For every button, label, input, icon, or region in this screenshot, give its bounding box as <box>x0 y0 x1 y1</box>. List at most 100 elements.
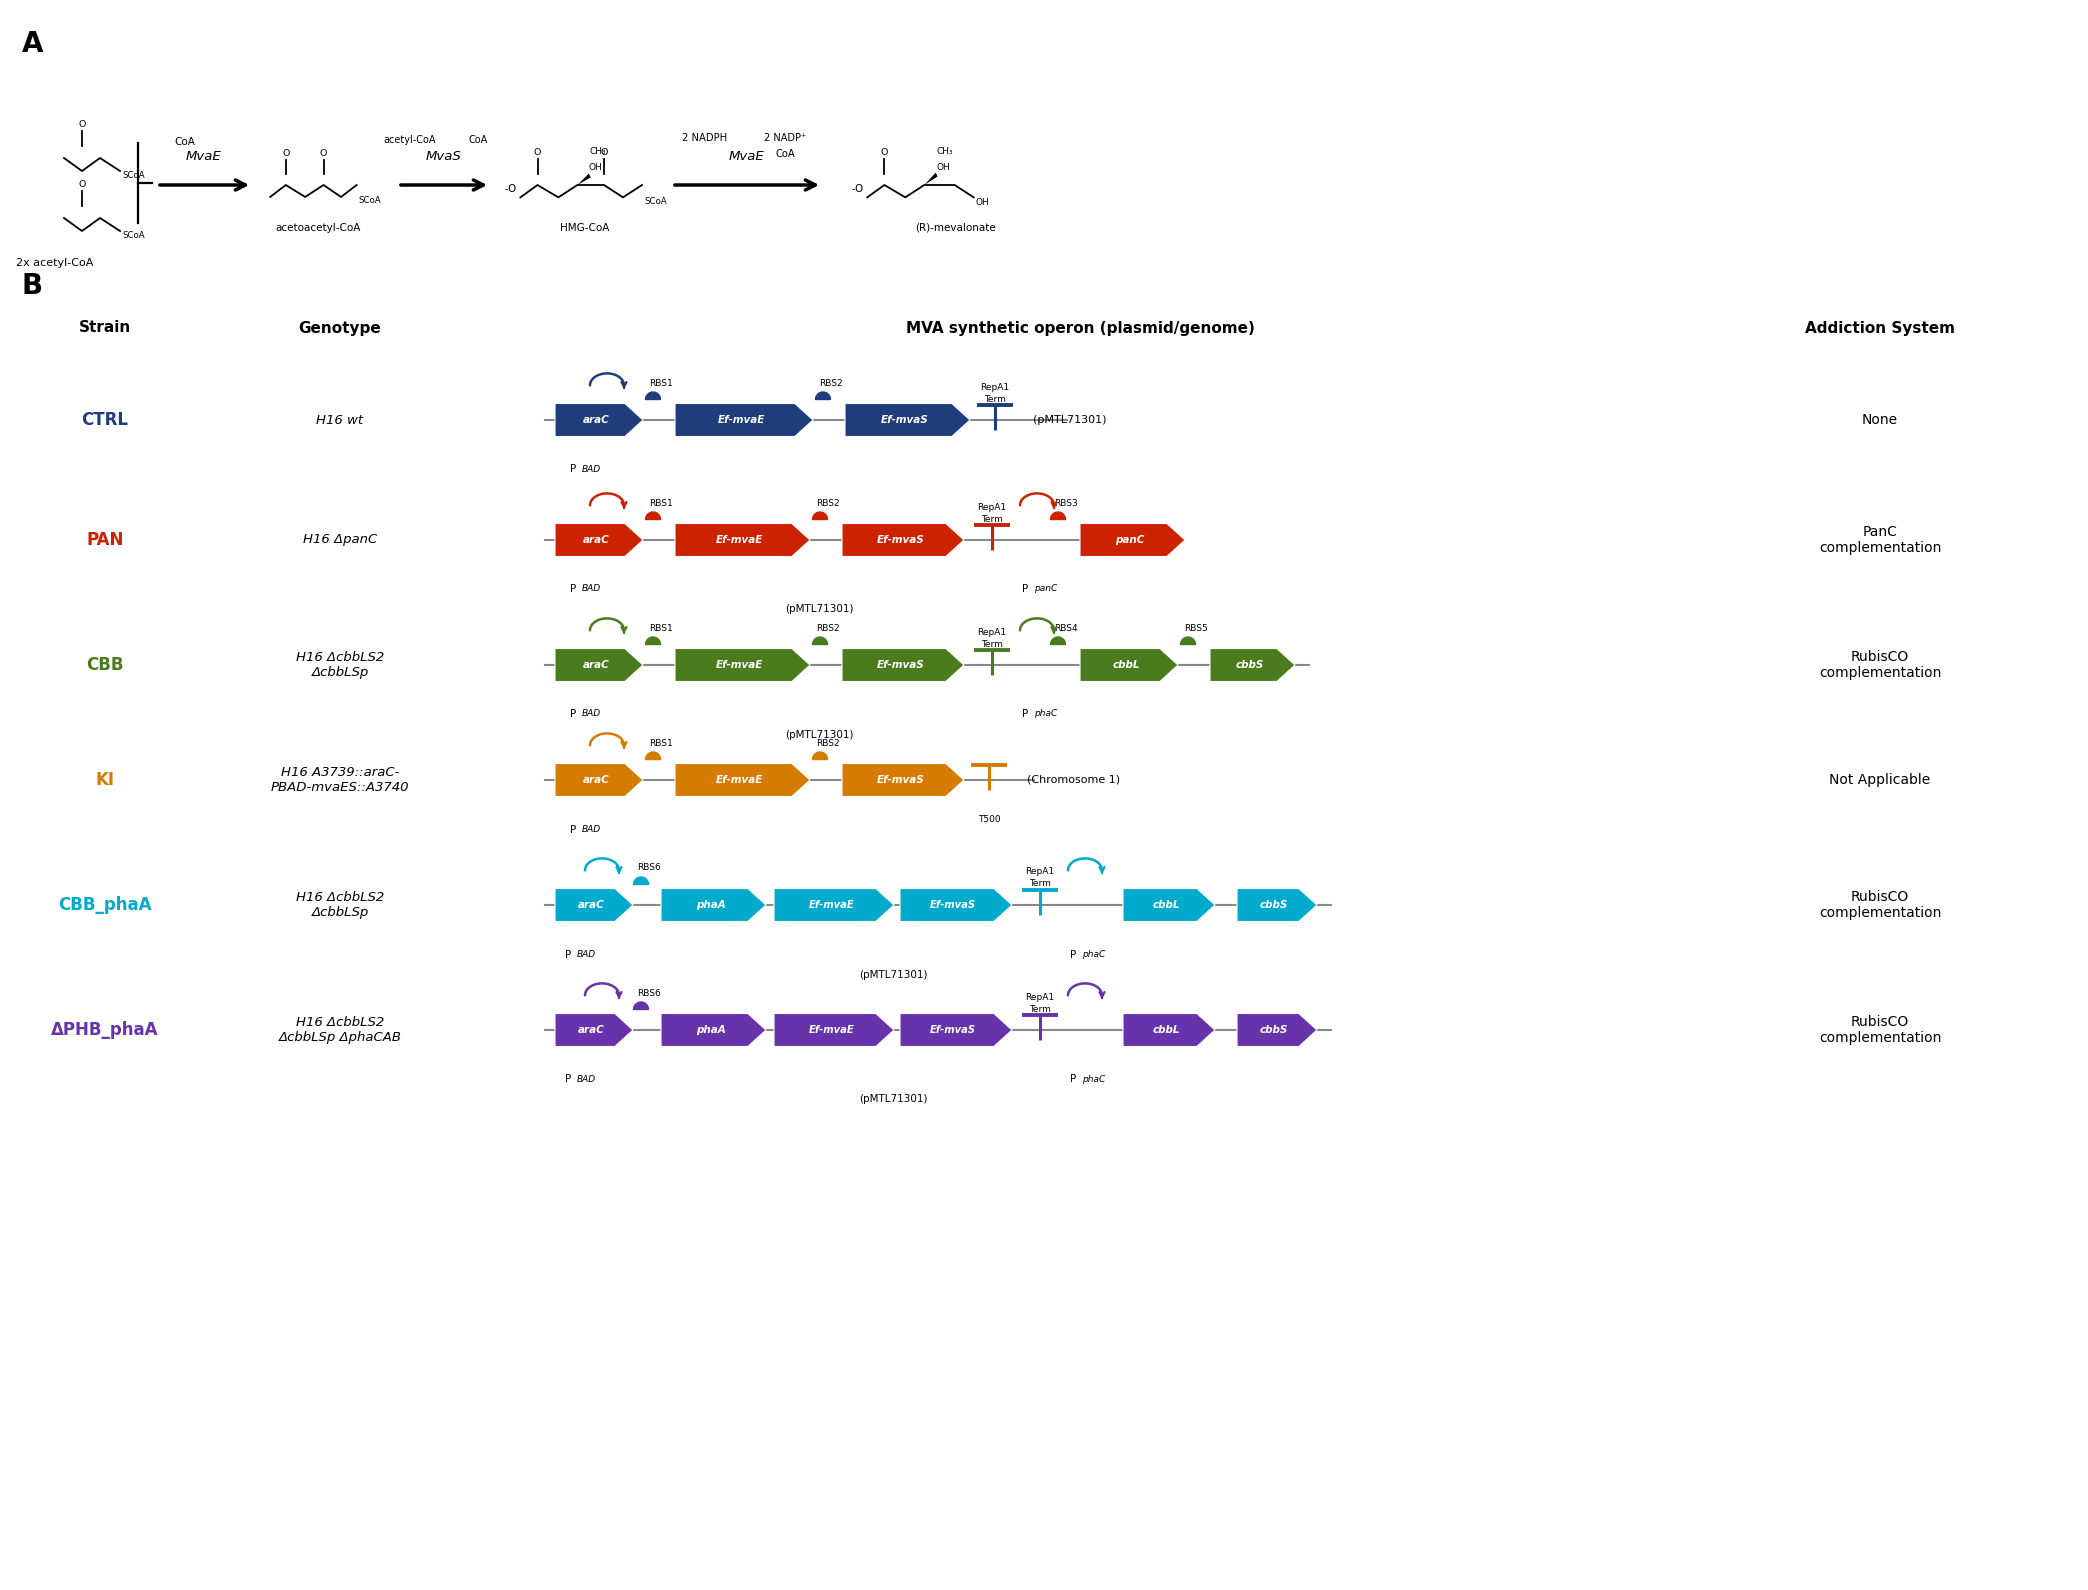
Text: PanC
complementation: PanC complementation <box>1819 525 1942 555</box>
Text: araC: araC <box>583 660 610 669</box>
Text: H16 ΔcbbLS2
ΔcbbLSp: H16 ΔcbbLS2 ΔcbbLSp <box>296 650 384 679</box>
Text: P: P <box>566 949 572 959</box>
Text: RBS6: RBS6 <box>637 863 662 873</box>
Polygon shape <box>555 404 643 437</box>
Text: 2 NADP⁺: 2 NADP⁺ <box>764 134 806 143</box>
Text: B: B <box>23 272 44 301</box>
Text: Ef-mvaE: Ef-mvaE <box>716 774 764 785</box>
Polygon shape <box>1211 649 1295 682</box>
Text: P: P <box>566 1075 572 1084</box>
Text: (R)-mevalonate: (R)-mevalonate <box>915 223 996 234</box>
Polygon shape <box>900 889 1013 922</box>
Polygon shape <box>674 649 810 682</box>
Text: O: O <box>79 119 86 129</box>
Text: RubisCO
complementation: RubisCO complementation <box>1819 650 1942 681</box>
Text: RBS1: RBS1 <box>649 499 672 507</box>
Polygon shape <box>846 404 971 437</box>
Text: P: P <box>1021 585 1027 595</box>
Text: RBS2: RBS2 <box>816 499 839 507</box>
Text: BAD: BAD <box>576 1075 597 1083</box>
Polygon shape <box>674 763 810 797</box>
Text: Ef-mvaS: Ef-mvaS <box>877 534 925 545</box>
Polygon shape <box>775 889 894 922</box>
Polygon shape <box>633 878 649 884</box>
Text: araC: araC <box>583 774 610 785</box>
Polygon shape <box>578 173 591 184</box>
Polygon shape <box>1079 523 1186 556</box>
Text: BAD: BAD <box>576 949 597 959</box>
Text: Ef-mvaS: Ef-mvaS <box>931 1026 977 1035</box>
Polygon shape <box>1079 649 1178 682</box>
Text: H16 A3739::araC-
PBAD-mvaES::A3740: H16 A3739::araC- PBAD-mvaES::A3740 <box>271 766 409 793</box>
Text: Ef-mvaE: Ef-mvaE <box>716 534 764 545</box>
Text: Ef-mvaE: Ef-mvaE <box>718 415 764 425</box>
Text: cbbL: cbbL <box>1153 1026 1180 1035</box>
Text: CH₃: CH₃ <box>589 148 606 156</box>
Text: -O: -O <box>505 184 516 194</box>
Text: phaA: phaA <box>695 1026 727 1035</box>
Text: RubisCO
complementation: RubisCO complementation <box>1819 1014 1942 1045</box>
Text: P: P <box>570 585 576 595</box>
Text: P: P <box>1069 1075 1075 1084</box>
Text: Addiction System: Addiction System <box>1804 321 1954 335</box>
Text: SCoA: SCoA <box>121 231 144 240</box>
Text: Term: Term <box>981 639 1002 649</box>
Text: RBS2: RBS2 <box>816 738 839 747</box>
Polygon shape <box>1236 1013 1318 1046</box>
Text: OH: OH <box>975 197 990 207</box>
Text: H16 ΔpanC: H16 ΔpanC <box>303 534 378 547</box>
Text: P: P <box>570 464 576 474</box>
Polygon shape <box>1050 512 1065 520</box>
Text: Ef-mvaE: Ef-mvaE <box>808 900 854 909</box>
Text: P: P <box>1069 949 1075 959</box>
Text: (pMTL71301): (pMTL71301) <box>785 604 854 614</box>
Polygon shape <box>816 393 831 399</box>
Polygon shape <box>841 763 965 797</box>
Text: PAN: PAN <box>86 531 123 549</box>
Polygon shape <box>841 523 965 556</box>
Text: RBS2: RBS2 <box>816 623 839 633</box>
Polygon shape <box>662 1013 766 1046</box>
Text: RBS2: RBS2 <box>818 378 844 388</box>
Polygon shape <box>1123 1013 1215 1046</box>
Text: RepA1: RepA1 <box>1025 868 1054 876</box>
Text: HMG-CoA: HMG-CoA <box>560 223 610 234</box>
Text: O: O <box>282 149 290 159</box>
Text: BAD: BAD <box>583 709 601 719</box>
Polygon shape <box>645 752 660 760</box>
Text: acetoacetyl-CoA: acetoacetyl-CoA <box>276 223 361 234</box>
Polygon shape <box>812 512 827 520</box>
Text: OH: OH <box>938 162 950 172</box>
Text: P: P <box>570 709 576 720</box>
Text: -O: -O <box>852 184 864 194</box>
Text: (pMTL71301): (pMTL71301) <box>858 970 927 979</box>
Text: Term: Term <box>983 394 1006 404</box>
Text: RBS5: RBS5 <box>1184 623 1207 633</box>
Text: Ef-mvaS: Ef-mvaS <box>931 900 977 909</box>
Polygon shape <box>555 523 643 556</box>
Text: phaC: phaC <box>1082 949 1105 959</box>
Polygon shape <box>812 752 827 760</box>
Text: H16 wt: H16 wt <box>317 413 363 426</box>
Polygon shape <box>674 523 810 556</box>
Text: P: P <box>1021 709 1027 720</box>
Polygon shape <box>633 1002 649 1010</box>
Text: phaC: phaC <box>1034 709 1057 719</box>
Text: CH₃: CH₃ <box>938 148 954 156</box>
Text: CBB_phaA: CBB_phaA <box>58 897 152 914</box>
Text: cbbS: cbbS <box>1259 1026 1288 1035</box>
Polygon shape <box>645 512 660 520</box>
Polygon shape <box>645 393 660 399</box>
Text: A: A <box>23 30 44 57</box>
Text: Strain: Strain <box>79 321 132 335</box>
Text: RBS3: RBS3 <box>1054 499 1077 507</box>
Text: RepA1: RepA1 <box>981 383 1011 391</box>
Text: araC: araC <box>583 534 610 545</box>
Text: Term: Term <box>981 515 1002 523</box>
Text: acetyl-CoA: acetyl-CoA <box>384 135 436 145</box>
Text: H16 ΔcbbLS2
ΔcbbLSp: H16 ΔcbbLS2 ΔcbbLSp <box>296 890 384 919</box>
Text: panC: panC <box>1034 585 1057 593</box>
Text: CTRL: CTRL <box>81 410 129 429</box>
Text: phaA: phaA <box>695 900 727 909</box>
Text: O: O <box>601 148 608 157</box>
